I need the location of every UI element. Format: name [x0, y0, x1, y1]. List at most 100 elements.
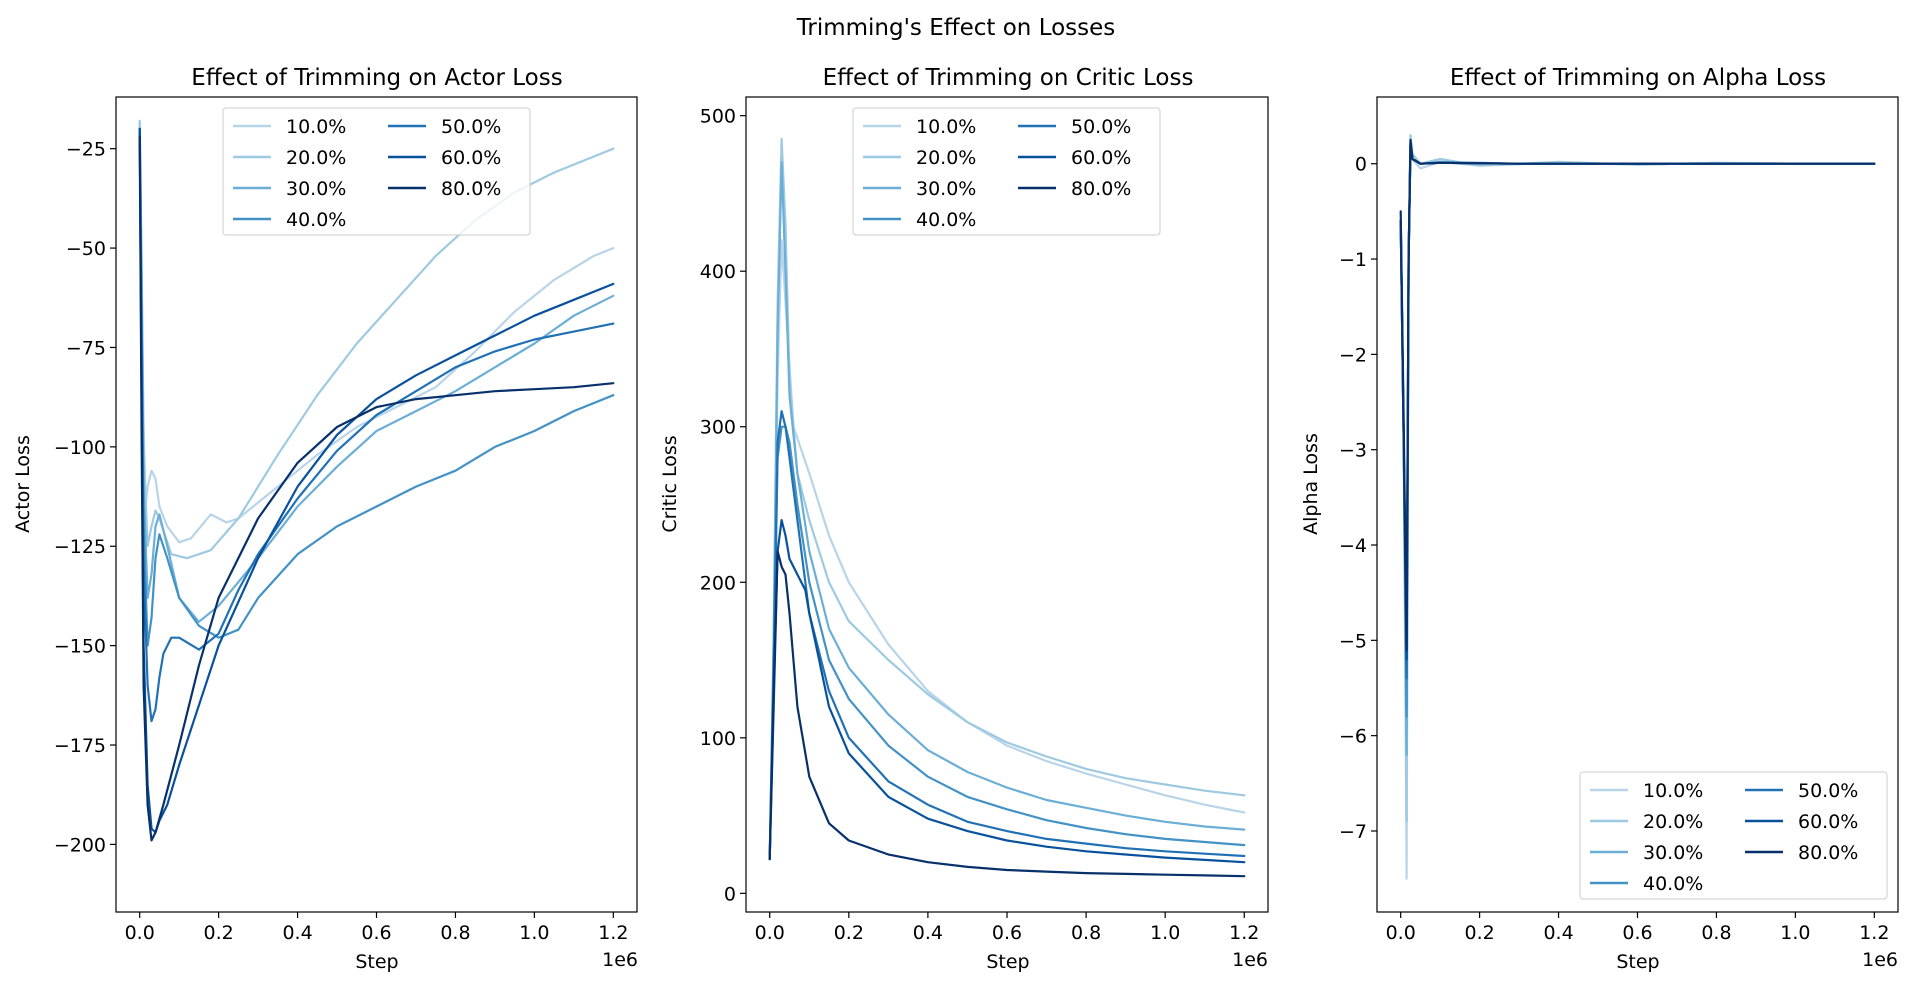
critic-loss-ytick-label: 0	[724, 883, 736, 905]
critic-loss-xtick-label: 1.2	[1229, 922, 1259, 944]
actor-loss-legend-frame	[222, 107, 531, 236]
actor-loss-x-offset: 1e6	[602, 949, 638, 971]
actor-loss-xtick-label: 0.8	[440, 922, 470, 944]
actor-loss-ytick-label: −25	[66, 139, 106, 161]
critic-loss-xtick-label: 0.6	[992, 922, 1022, 944]
critic-loss-xtick-label: 0.8	[1071, 922, 1101, 944]
critic-loss-series-line	[768, 137, 1246, 861]
actor-loss-legend-label: 60.0%	[441, 147, 501, 169]
critic-loss-legend-label: 40.0%	[916, 209, 976, 231]
actor-loss-series-line	[138, 135, 615, 842]
alpha-loss-xtick-label: 0.6	[1622, 922, 1652, 944]
actor-loss-series-line	[138, 127, 615, 623]
actor-loss-ytick-label: −125	[54, 536, 106, 558]
actor-loss-ytick-label: −100	[54, 437, 106, 459]
actor-loss-panel: Effect of Trimming on Actor Loss Step Ac…	[12, 65, 638, 973]
alpha-loss-xtick-label: 1.0	[1780, 922, 1810, 944]
alpha-loss-ytick-label: −1	[1339, 249, 1367, 271]
actor-loss-xtick-label: 0.0	[125, 922, 155, 944]
actor-loss-legend-label: 80.0%	[441, 178, 501, 200]
critic-loss-xtick-label: 0.0	[755, 922, 785, 944]
critic-loss-series-line	[768, 550, 1246, 878]
actor-loss-xtick-label: 0.4	[282, 922, 312, 944]
critic-loss-legend-label: 50.0%	[1071, 116, 1131, 138]
critic-loss-legend-label: 10.0%	[916, 116, 976, 138]
alpha-loss-legend-label: 10.0%	[1643, 780, 1703, 802]
critic-loss-ylabel: Critic Loss	[659, 435, 681, 532]
critic-loss-legend-label: 20.0%	[916, 147, 976, 169]
critic-loss-series-line	[768, 425, 1246, 861]
alpha-loss-ytick-label: −6	[1339, 726, 1367, 748]
actor-loss-title: Effect of Trimming on Actor Loss	[191, 65, 562, 91]
alpha-loss-ytick-label: −3	[1339, 440, 1367, 462]
alpha-loss-ytick-label: −5	[1339, 630, 1367, 652]
alpha-loss-legend-label: 60.0%	[1798, 811, 1858, 833]
actor-loss-xlabel: Step	[355, 951, 398, 973]
alpha-loss-xtick-label: 0.8	[1701, 922, 1731, 944]
actor-loss-xtick-label: 0.6	[361, 922, 391, 944]
actor-loss-series-line	[138, 127, 615, 834]
actor-loss-series-line	[138, 119, 615, 544]
actor-loss-ylabel: Actor Loss	[12, 435, 34, 533]
alpha-loss-ytick-label: −7	[1339, 821, 1367, 843]
critic-loss-xtick-label: 0.4	[913, 922, 943, 944]
figure-suptitle: Trimming's Effect on Losses	[796, 15, 1116, 41]
critic-loss-ytick-label: 100	[700, 728, 736, 750]
critic-loss-x-offset: 1e6	[1232, 949, 1268, 971]
alpha-loss-xtick-label: 0.2	[1465, 922, 1495, 944]
actor-loss-legend-label: 10.0%	[286, 116, 346, 138]
alpha-loss-legend-label: 20.0%	[1643, 811, 1703, 833]
critic-loss-ytick-label: 500	[700, 106, 736, 128]
actor-loss-series-group	[138, 119, 615, 842]
actor-loss-axes-frame	[115, 96, 638, 913]
alpha-loss-series-line	[1399, 138, 1876, 651]
actor-loss-legend-label: 40.0%	[286, 209, 346, 231]
alpha-loss-legend-label: 50.0%	[1798, 780, 1858, 802]
actor-loss-ytick-label: −50	[66, 238, 106, 260]
alpha-loss-title: Effect of Trimming on Alpha Loss	[1450, 65, 1826, 91]
alpha-loss-xtick-label: 1.2	[1859, 922, 1889, 944]
actor-loss-legend-label: 50.0%	[441, 116, 501, 138]
alpha-loss-ytick-label: −4	[1339, 535, 1367, 557]
actor-loss-xtick-label: 0.2	[204, 922, 234, 944]
alpha-loss-series-group	[1399, 134, 1876, 880]
actor-loss-xtick-label: 1.0	[519, 922, 549, 944]
alpha-loss-axes-frame	[1376, 96, 1899, 913]
alpha-loss-legend-label: 40.0%	[1643, 873, 1703, 895]
alpha-loss-panel: Effect of Trimming on Alpha Loss Step Al…	[1300, 65, 1899, 973]
actor-loss-series-line	[138, 127, 615, 723]
critic-loss-xtick-label: 1.0	[1150, 922, 1180, 944]
actor-loss-ytick-label: −75	[66, 337, 106, 359]
alpha-loss-ytick-label: 0	[1355, 154, 1367, 176]
critic-loss-series-group	[768, 137, 1246, 878]
actor-loss-series-line	[138, 127, 615, 647]
critic-loss-ytick-label: 400	[700, 261, 736, 283]
actor-loss-xtick-label: 1.2	[598, 922, 628, 944]
critic-loss-title: Effect of Trimming on Critic Loss	[823, 65, 1194, 91]
actor-loss-ytick-label: −200	[54, 834, 106, 856]
critic-loss-axes-frame	[745, 96, 1269, 913]
critic-loss-ytick-label: 300	[700, 417, 736, 439]
actor-loss-legend-label: 20.0%	[286, 147, 346, 169]
alpha-loss-xtick-label: 0.4	[1543, 922, 1573, 944]
critic-loss-xtick-label: 0.2	[834, 922, 864, 944]
alpha-loss-legend-label: 30.0%	[1643, 842, 1703, 864]
alpha-loss-xlabel: Step	[1616, 951, 1659, 973]
actor-loss-ytick-label: −175	[54, 735, 106, 757]
critic-loss-xlabel: Step	[986, 951, 1029, 973]
alpha-loss-x-offset: 1e6	[1862, 949, 1898, 971]
critic-loss-legend-label: 30.0%	[916, 178, 976, 200]
critic-loss-panel: Effect of Trimming on Critic Loss Step C…	[659, 65, 1269, 973]
alpha-loss-legend-frame	[1579, 771, 1888, 900]
critic-loss-series-line	[768, 519, 1246, 864]
critic-loss-series-line	[768, 161, 1246, 861]
critic-loss-ytick-label: 200	[700, 572, 736, 594]
critic-loss-series-line	[768, 410, 1246, 861]
alpha-loss-ylabel: Alpha Loss	[1300, 433, 1322, 535]
alpha-loss-legend-label: 80.0%	[1798, 842, 1858, 864]
alpha-loss-xtick-label: 0.0	[1386, 922, 1416, 944]
critic-loss-legend-frame	[852, 107, 1161, 236]
critic-loss-series-line	[768, 239, 1246, 861]
actor-loss-ytick-label: −150	[54, 636, 106, 658]
